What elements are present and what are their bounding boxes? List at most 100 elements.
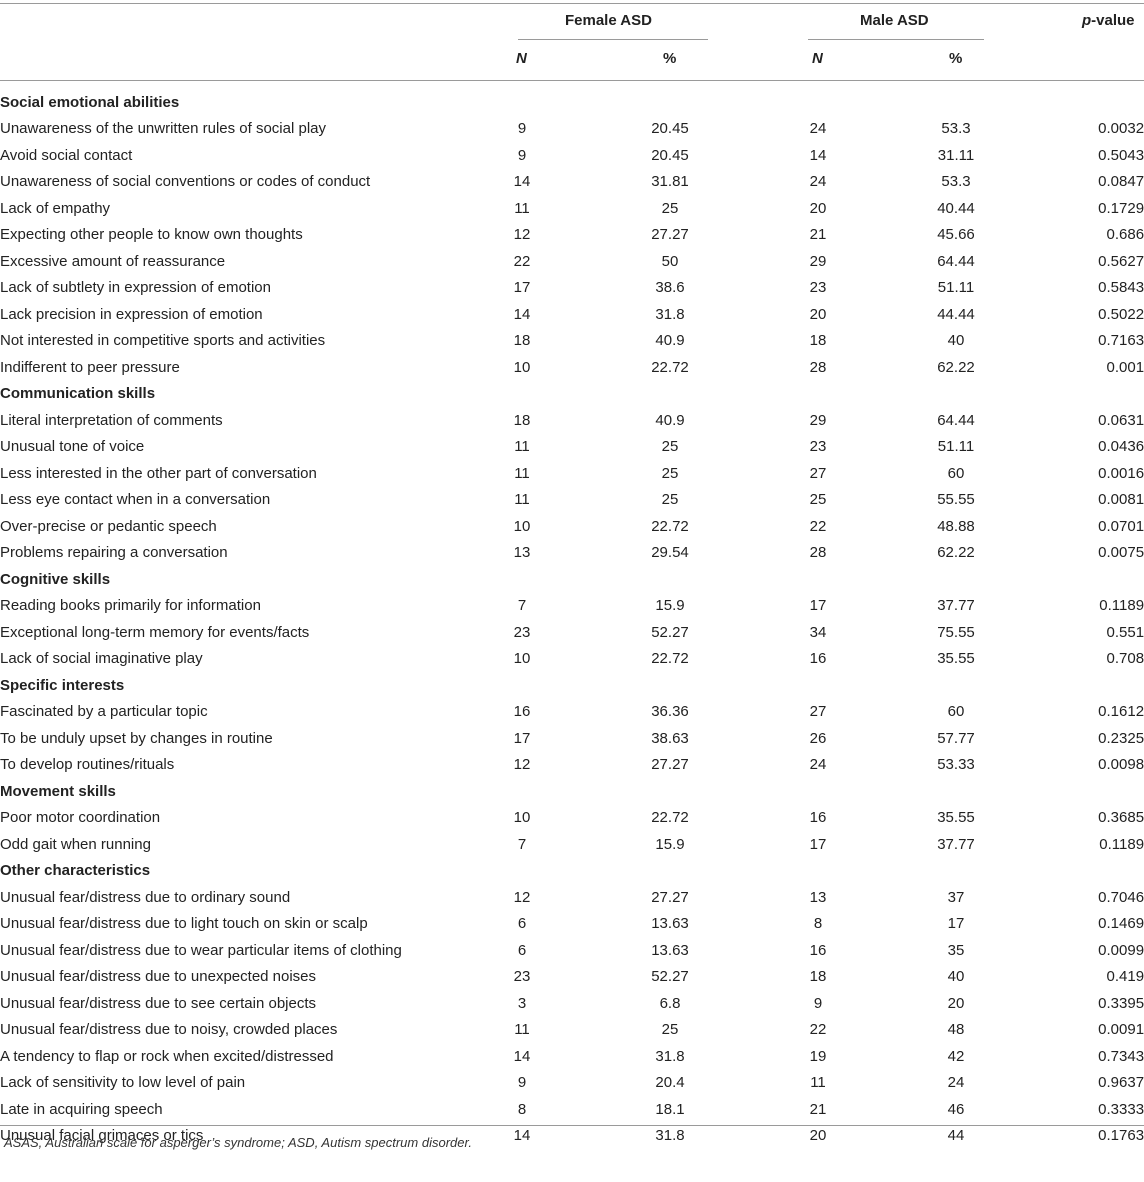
table-row: Lack of social imaginative play 10 22.72 16… [0,646,1144,673]
row-label: Less eye contact when in a conversation [0,491,271,509]
male-pct-cell: 37 [947,888,965,906]
row-label: Expecting other people to know own thoug… [0,226,303,244]
table-row: Not interested in competitive sports and… [0,328,1144,355]
male-n-cell: 16 [809,650,827,668]
section-header-row: Other characteristics [0,858,1144,885]
row-label: Literal interpretation of comments [0,411,223,429]
male-pct-cell: 37.77 [937,835,975,853]
pvalue-cell: 0.3685 [1098,809,1144,827]
row-label: Exceptional long-term memory for events/… [0,623,310,641]
pvalue-cell: 0.0016 [1098,464,1144,482]
pvalue-cell: 0.0091 [1098,1021,1144,1039]
section-header-row: Specific interests [0,672,1144,699]
male-n-cell: 29 [809,411,827,429]
male-n-cell: 28 [809,358,827,376]
female-pct-cell: 15.9 [655,835,685,853]
male-pct-cell: 31.11 [937,146,975,164]
row-label: Unawareness of the unwritten rules of so… [0,120,327,138]
table-footnote: ASAS, Australian scale for asperger’s sy… [4,1135,472,1150]
pvalue-cell: 0.5843 [1098,279,1144,297]
male-n-cell: 17 [809,597,827,615]
female-n-cell: 11 [514,491,530,509]
female-pct-header: % [663,50,677,67]
pvalue-cell: 0.0098 [1098,756,1144,774]
female-pct-cell: 25 [661,491,679,509]
table-row: To be unduly upset by changes in routine… [0,725,1144,752]
male-n-cell: 16 [809,941,827,959]
female-n-cell: 10 [513,809,531,827]
table-row: Lack precision in expression of emotion 1… [0,301,1144,328]
female-n-cell: 22 [513,252,531,270]
section-header-row: Communication skills [0,381,1144,408]
female-n-cell: 11 [514,199,530,217]
pvalue-cell: 0.2325 [1098,729,1144,747]
male-pct-cell: 60 [947,464,965,482]
table-row: Indifferent to peer pressure 10 22.72 28 62.… [0,354,1144,381]
bottom-rule [0,1125,1144,1126]
female-pct-cell: 25 [661,199,679,217]
table-row: Lack of empathy 11 25 20 40.44 0.1729 [0,195,1144,222]
female-n-cell: 14 [513,305,531,323]
pvalue-cell: 0.0099 [1098,941,1144,959]
female-pct-cell: 20.4 [655,1074,685,1092]
male-pct-cell: 40 [947,332,965,350]
female-n-cell: 9 [517,120,527,138]
male-pct-cell: 45.66 [937,226,975,244]
pvalue-cell: 0.001 [1106,358,1144,376]
male-n-header: N [812,50,823,67]
section-header-row: Cognitive skills [0,566,1144,593]
male-pct-cell: 46 [947,1100,965,1118]
male-pct-cell: 44 [947,1127,965,1145]
header-rule [0,80,1144,81]
pvalue-cell: 0.3333 [1098,1100,1144,1118]
female-n-cell: 14 [513,1127,531,1145]
female-pct-cell: 31.8 [655,1047,685,1065]
male-pct-cell: 62.22 [937,358,975,376]
pvalue-cell: 0.1729 [1098,199,1144,217]
female-pct-cell: 52.27 [651,623,689,641]
table-row: Excessive amount of reassurance 22 50 29 64.… [0,248,1144,275]
table-row: Unusual fear/distress due to see certain… [0,990,1144,1017]
female-pct-cell: 31.8 [655,1127,685,1145]
table-row: Less interested in the other part of con… [0,460,1144,487]
male-n-cell: 27 [809,464,827,482]
table-row: Unusual fear/distress due to ordinary so… [0,884,1144,911]
pvalue-header: p-value [1082,12,1135,29]
male-n-cell: 22 [809,1021,827,1039]
female-n-cell: 18 [513,411,531,429]
male-n-cell: 23 [809,279,827,297]
male-n-cell: 20 [809,1127,827,1145]
female-n-cell: 10 [513,358,531,376]
male-pct-cell: 62.22 [937,544,975,562]
table-row: Problems repairing a conversation 13 29.54… [0,540,1144,567]
pvalue-cell: 0.1189 [1099,835,1144,853]
female-n-cell: 11 [514,464,530,482]
row-label: Not interested in competitive sports and… [0,332,326,350]
row-label: Indifferent to peer pressure [0,358,180,376]
section-title: Other characteristics [0,862,151,880]
female-pct-cell: 13.63 [651,915,689,933]
female-n-cell: 18 [513,332,531,350]
male-n-cell: 8 [813,915,823,933]
pvalue-cell: 0.686 [1106,226,1144,244]
female-n-cell: 10 [513,650,531,668]
female-n-cell: 10 [513,517,531,535]
male-n-cell: 24 [809,756,827,774]
male-n-cell: 20 [809,199,827,217]
pvalue-cell: 0.419 [1106,968,1144,986]
row-label: Over-precise or pedantic speech [0,517,217,535]
male-pct-cell: 40.44 [937,199,975,217]
row-label: Unusual fear/distress due to see certain… [0,994,317,1012]
row-label: Unusual facial grimaces or tics [0,1127,204,1145]
pvalue-cell: 0.1612 [1098,703,1144,721]
table-row: Avoid social contact 9 20.45 14 31.11 0.5043 [0,142,1144,169]
table-row: Exceptional long-term memory for events/… [0,619,1144,646]
row-label: A tendency to flap or rock when excited/… [0,1047,334,1065]
male-pct-cell: 55.55 [937,491,975,509]
male-n-cell: 22 [809,517,827,535]
table-row: A tendency to flap or rock when excited/… [0,1043,1144,1070]
section-header-row: Movement skills [0,778,1144,805]
female-n-cell: 9 [517,1074,527,1092]
male-pct-cell: 17 [947,915,965,933]
female-pct-cell: 15.9 [655,597,685,615]
